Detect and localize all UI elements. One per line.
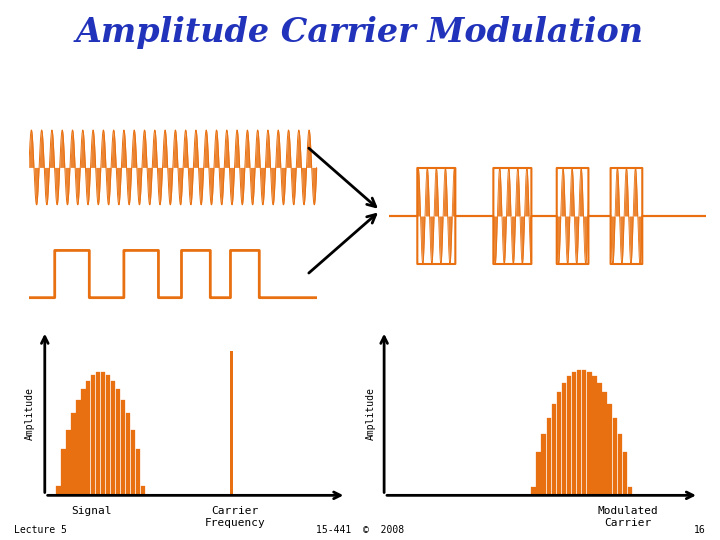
Bar xyxy=(582,369,587,495)
Bar xyxy=(91,375,96,495)
Bar xyxy=(61,449,66,495)
Bar xyxy=(608,404,612,495)
Bar xyxy=(116,389,120,495)
Bar xyxy=(593,376,597,495)
Bar xyxy=(628,487,632,495)
Bar xyxy=(71,413,76,495)
Bar xyxy=(531,487,536,495)
Bar xyxy=(588,372,592,495)
Bar xyxy=(96,372,100,495)
Bar xyxy=(598,383,602,495)
Bar xyxy=(613,417,617,495)
Bar xyxy=(557,393,561,495)
Text: Amplitude Carrier Modulation: Amplitude Carrier Modulation xyxy=(76,16,644,49)
Bar xyxy=(111,381,115,495)
Bar xyxy=(86,381,91,495)
Text: Amplitude: Amplitude xyxy=(366,387,376,440)
Bar xyxy=(603,393,607,495)
Bar xyxy=(623,452,627,495)
Bar xyxy=(536,452,541,495)
Bar xyxy=(230,352,233,495)
Bar xyxy=(577,369,582,495)
Bar xyxy=(76,400,81,495)
Bar xyxy=(121,400,125,495)
Bar xyxy=(66,430,71,495)
Bar xyxy=(562,383,566,495)
Bar xyxy=(126,413,130,495)
Text: Carrier
Frequency: Carrier Frequency xyxy=(205,507,266,528)
Text: 15-441  ©  2008: 15-441 © 2008 xyxy=(316,524,404,535)
Bar xyxy=(552,404,556,495)
Bar xyxy=(131,430,135,495)
Bar xyxy=(106,375,110,495)
Bar xyxy=(618,434,622,495)
Text: Modulated
Carrier: Modulated Carrier xyxy=(598,507,658,528)
Text: 16: 16 xyxy=(694,524,706,535)
Text: Lecture 5: Lecture 5 xyxy=(14,524,67,535)
Text: Amplitude: Amplitude xyxy=(25,387,35,440)
Bar xyxy=(56,486,60,495)
Bar xyxy=(541,434,546,495)
Bar xyxy=(136,449,140,495)
Bar xyxy=(101,372,105,495)
Text: Signal: Signal xyxy=(71,507,112,516)
Bar xyxy=(546,417,551,495)
Bar xyxy=(81,389,86,495)
Bar xyxy=(567,376,571,495)
Bar xyxy=(572,372,576,495)
Bar xyxy=(141,486,145,495)
